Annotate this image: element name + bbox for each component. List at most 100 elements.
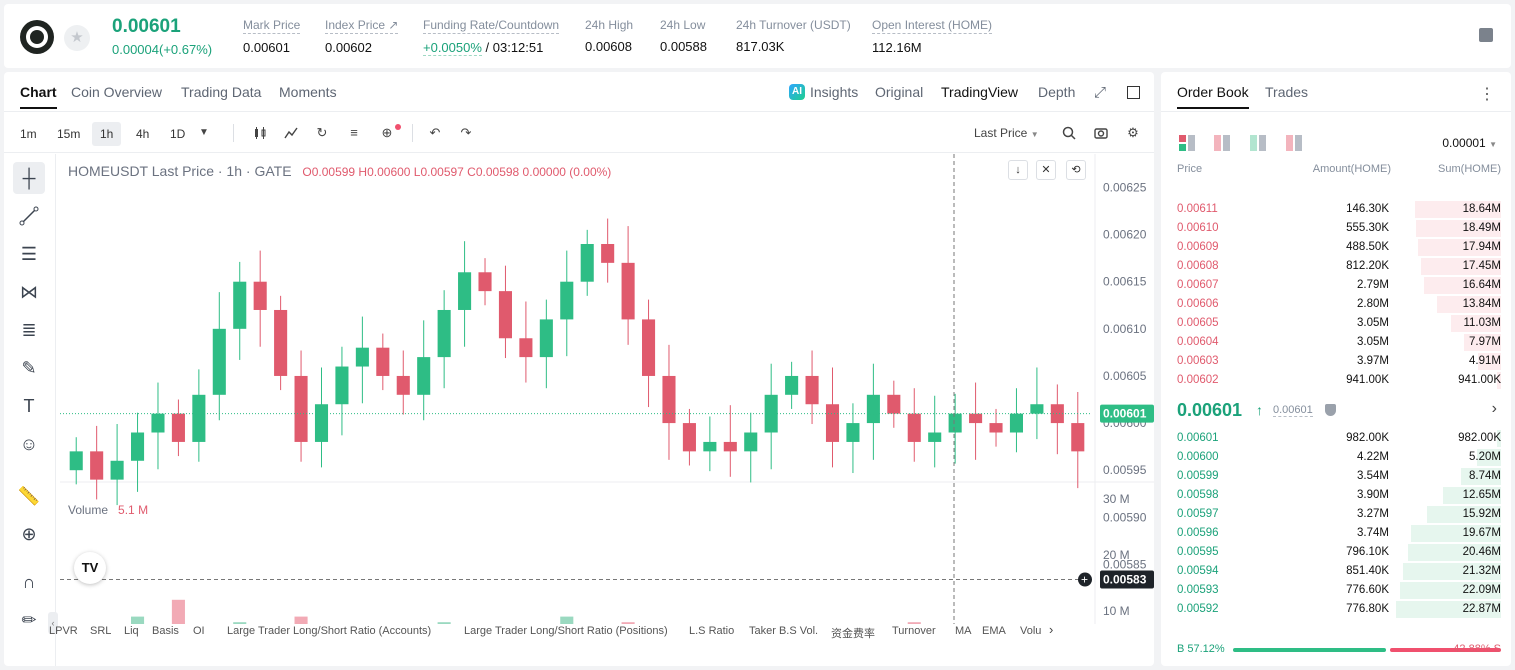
ask-row[interactable]: 0.00607 2.79M 16.64M: [1161, 276, 1511, 295]
bid-row[interactable]: 0.00598 3.90M 12.65M: [1161, 486, 1511, 505]
gear-icon[interactable]: ⚙: [1127, 125, 1139, 140]
indicator-item[interactable]: Turnover: [892, 625, 936, 637]
indicator-item[interactable]: SRL: [90, 625, 112, 637]
view-depth[interactable]: Depth: [1038, 84, 1076, 100]
horizontal-lines-tool-icon[interactable]: ☰: [20, 244, 38, 264]
tab-trades[interactable]: Trades: [1265, 84, 1309, 100]
pattern-tool-icon[interactable]: ⋈: [20, 282, 38, 302]
candle-body: [1030, 404, 1044, 414]
templates-icon[interactable]: ≡: [350, 125, 358, 140]
book-icon[interactable]: [1479, 28, 1493, 42]
emoji-tool-icon[interactable]: ☺: [19, 434, 39, 454]
tab-order-book[interactable]: Order Book: [1177, 84, 1249, 109]
indicator-item[interactable]: Large Trader Long/Short Ratio (Positions…: [464, 625, 668, 637]
timeframe-4h[interactable]: 4h: [136, 127, 150, 141]
ask-row[interactable]: 0.00604 3.05M 7.97M: [1161, 333, 1511, 352]
search-icon[interactable]: [1062, 126, 1076, 140]
chevron-right-icon[interactable]: ›: [1491, 400, 1497, 417]
candlestick-chart[interactable]: 0.00625 0.00620 0.00615 0.00610 0.00605 0.006…: [60, 154, 1154, 624]
ask-row[interactable]: 0.00603 3.97M 4.91M: [1161, 352, 1511, 371]
ask-row[interactable]: 0.00606 2.80M 13.84M: [1161, 295, 1511, 314]
tab-chart[interactable]: Chart: [20, 84, 57, 109]
view-mode-2-icon[interactable]: [1214, 135, 1232, 151]
fib-tool-icon[interactable]: ≣: [21, 320, 37, 340]
refresh-icon[interactable]: ↻: [316, 125, 328, 140]
window-icon[interactable]: [1127, 86, 1140, 99]
indicator-item[interactable]: Liq: [124, 625, 139, 637]
bid-row[interactable]: 0.00594 851.40K 21.32M: [1161, 562, 1511, 581]
scroll-down-icon[interactable]: ↓: [1008, 160, 1028, 180]
timeframe-1m[interactable]: 1m: [20, 127, 37, 141]
pencil-tool-icon[interactable]: ✏: [21, 610, 37, 630]
indicator-item[interactable]: L.S Ratio: [689, 625, 735, 637]
indicator-item[interactable]: Large Trader Long/Short Ratio (Accounts): [227, 625, 432, 637]
view-original[interactable]: Original: [875, 84, 924, 100]
add-indicator-icon[interactable]: ⊕: [381, 125, 393, 140]
bid-row[interactable]: 0.00593 776.60K 22.09M: [1161, 581, 1511, 600]
crosshair-tool-icon[interactable]: ┼: [13, 162, 45, 194]
ask-row[interactable]: 0.00609 488.50K 17.94M: [1161, 238, 1511, 257]
tab-moments[interactable]: Moments: [279, 84, 337, 100]
stat-funding-rate[interactable]: Funding Rate/Countdown +0.0050% / 03:12:…: [423, 18, 560, 56]
indicator-item[interactable]: 资金费率: [831, 628, 875, 640]
ask-row[interactable]: 0.00608 812.20K 17.45M: [1161, 257, 1511, 276]
view-tradingview[interactable]: TradingView: [941, 84, 1019, 100]
camera-icon[interactable]: [1094, 126, 1108, 140]
favorite-star-icon[interactable]: ★: [64, 25, 90, 51]
indicator-item[interactable]: Basis: [152, 625, 179, 637]
timeframe-15m[interactable]: 15m: [57, 127, 81, 141]
undo-icon[interactable]: ↶: [429, 125, 441, 140]
indicator-item[interactable]: Taker B.S Vol.: [749, 625, 819, 637]
indicators-icon[interactable]: [284, 126, 298, 140]
ask-price: 0.00604: [1177, 336, 1219, 348]
candle-body: [294, 375, 308, 442]
indicator-item[interactable]: OI: [193, 625, 205, 637]
bid-row[interactable]: 0.00601 982.00K 982.00K: [1161, 429, 1511, 448]
magnet-tool-icon[interactable]: ∩: [22, 572, 36, 592]
zoom-tool-icon[interactable]: ⊕: [21, 524, 37, 544]
stat-open-interest[interactable]: Open Interest (HOME) 112.16M: [872, 18, 993, 55]
collapse-toolbar-icon[interactable]: ‹: [48, 612, 58, 634]
timeframe-dropdown-icon[interactable]: ▼: [199, 127, 209, 138]
bid-row[interactable]: 0.00595 796.10K 20.46M: [1161, 543, 1511, 562]
fullscreen-icon[interactable]: ⤢: [1094, 84, 1107, 101]
ruler-tool-icon[interactable]: 📏: [17, 486, 41, 506]
brush-tool-icon[interactable]: ✎: [21, 358, 37, 378]
timeframe-1d[interactable]: 1D: [170, 127, 186, 141]
tab-coin-overview[interactable]: Coin Overview: [71, 84, 163, 100]
chevron-right-icon[interactable]: ›: [1049, 622, 1054, 637]
chart-tabs: Chart Coin Overview Trading Data Moments…: [4, 72, 1154, 112]
stat-mark-price[interactable]: Mark Price 0.00601: [243, 18, 301, 55]
indicator-item[interactable]: Volu: [1020, 625, 1042, 637]
tradingview-logo[interactable]: TV: [74, 552, 106, 584]
indicator-item[interactable]: EMA: [982, 625, 1006, 637]
bid-row[interactable]: 0.00600 4.22M 5.20M: [1161, 448, 1511, 467]
trend-line-tool-icon[interactable]: [13, 200, 45, 232]
more-options-icon[interactable]: ⋮: [1479, 86, 1495, 103]
redo-icon[interactable]: ↷: [460, 125, 472, 140]
bid-row[interactable]: 0.00597 3.27M 15.92M: [1161, 505, 1511, 524]
indicator-item[interactable]: LPVR: [49, 625, 78, 637]
stat-index-price[interactable]: Index Price ↗ 0.00602: [325, 18, 399, 55]
text-tool-icon[interactable]: T: [23, 396, 35, 416]
both-sides-view-icon[interactable]: [1179, 135, 1197, 151]
view-insights[interactable]: Insights: [810, 84, 859, 100]
candle-type-icon[interactable]: [253, 126, 267, 140]
reset-icon[interactable]: ⟲: [1066, 160, 1086, 180]
ask-row[interactable]: 0.00602 941.00K 941.00K: [1161, 371, 1511, 390]
price-type-select[interactable]: Last Price ▼: [974, 126, 1039, 140]
view-mode-4-icon[interactable]: [1286, 135, 1304, 151]
timeframe-1h[interactable]: 1h: [92, 122, 122, 146]
bid-row[interactable]: 0.00592 776.80K 22.87M: [1161, 600, 1511, 619]
indicator-item[interactable]: MA: [955, 625, 972, 637]
view-mode-3-icon[interactable]: [1250, 135, 1268, 151]
mark-price[interactable]: 0.00601: [1273, 404, 1313, 417]
ask-row[interactable]: 0.00605 3.05M 11.03M: [1161, 314, 1511, 333]
tab-trading-data[interactable]: Trading Data: [181, 84, 262, 100]
precision-select[interactable]: 0.00001 ▼: [1442, 136, 1497, 150]
bid-row[interactable]: 0.00599 3.54M 8.74M: [1161, 467, 1511, 486]
collapse-icon[interactable]: ✕: [1036, 160, 1056, 180]
ask-row[interactable]: 0.00610 555.30K 18.49M: [1161, 219, 1511, 238]
bid-row[interactable]: 0.00596 3.74M 19.67M: [1161, 524, 1511, 543]
ask-row[interactable]: 0.00611 146.30K 18.64M: [1161, 200, 1511, 219]
